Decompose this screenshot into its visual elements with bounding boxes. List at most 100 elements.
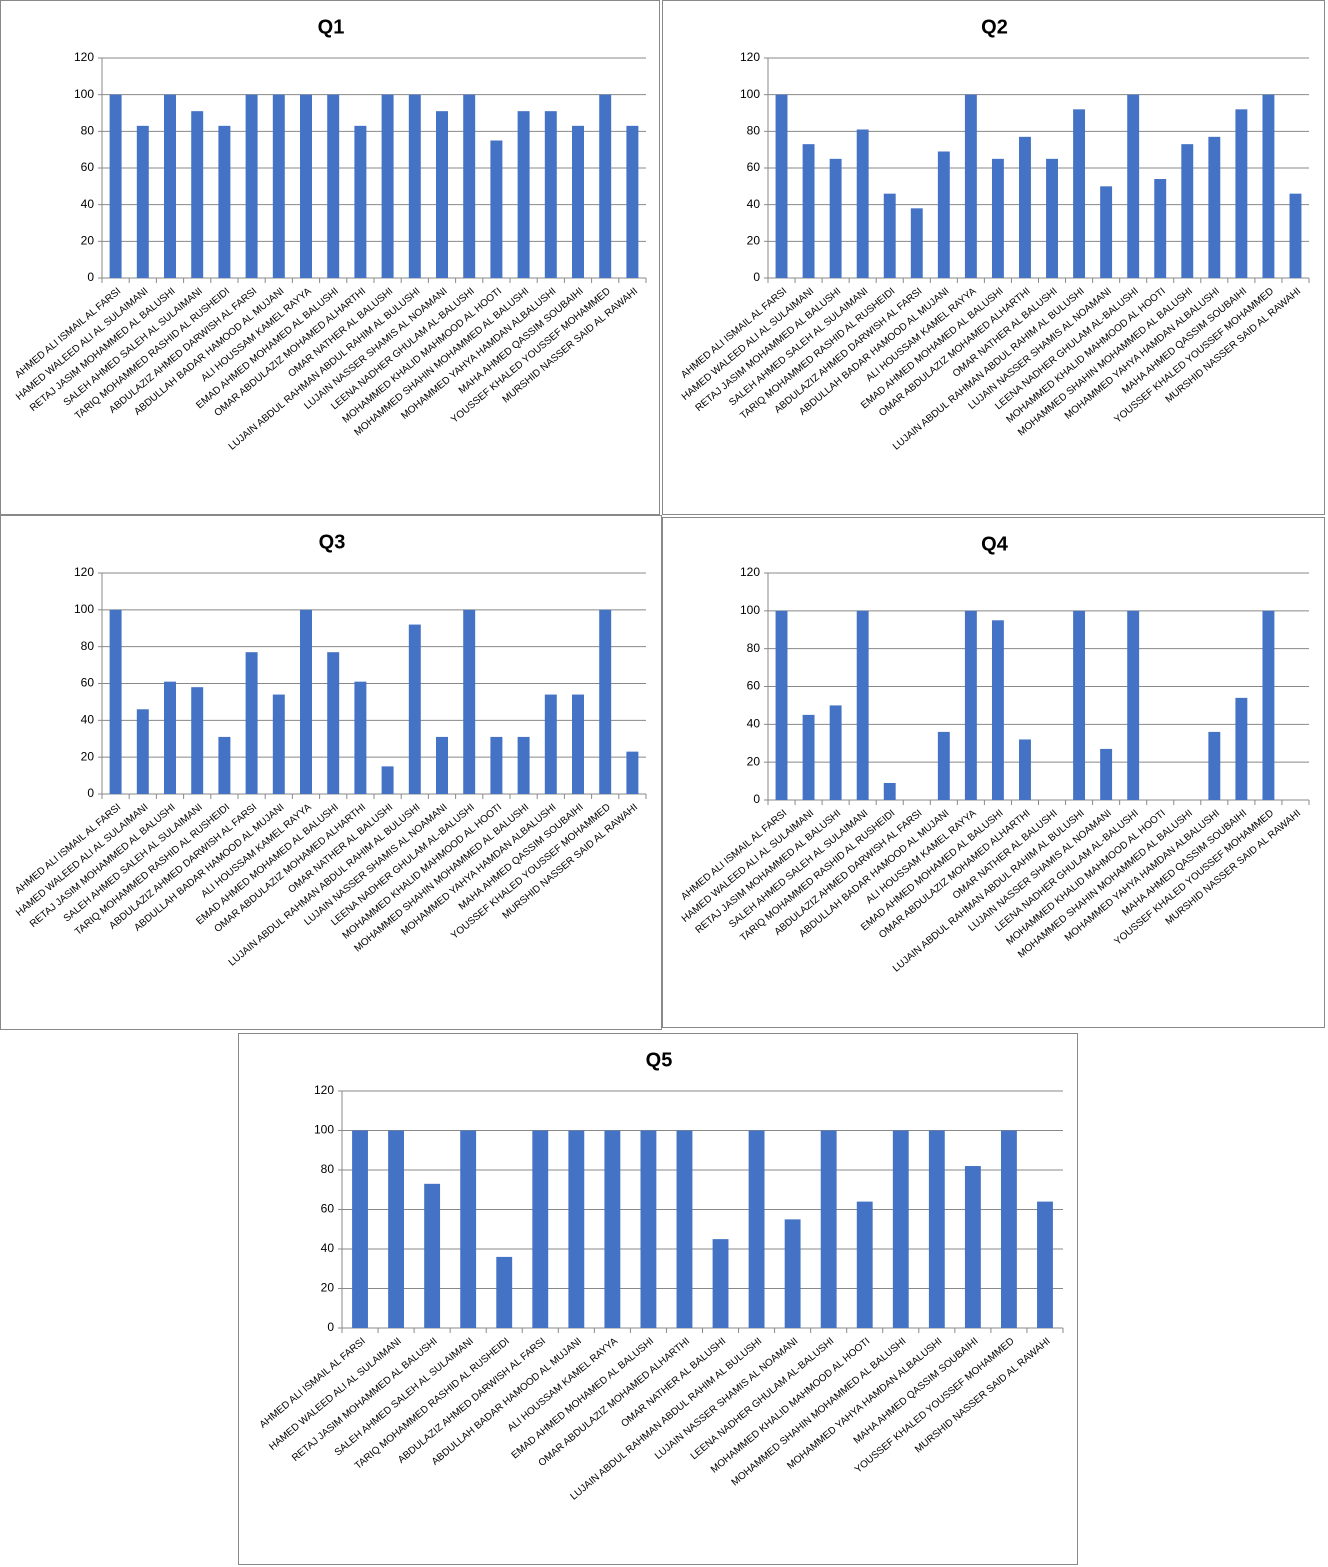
bar: [1208, 731, 1221, 800]
bar: [245, 652, 258, 794]
bar: [352, 1130, 368, 1328]
bar: [626, 751, 639, 794]
bar: [460, 1130, 477, 1328]
bar: [1235, 697, 1248, 800]
bar: [1046, 158, 1058, 278]
bar: [436, 111, 448, 279]
bar: [408, 94, 421, 279]
bar: [604, 1130, 621, 1328]
bar: [218, 736, 231, 794]
bar: [388, 1130, 405, 1328]
bar: [640, 1130, 657, 1328]
bar: [1262, 610, 1275, 800]
bar: [164, 681, 176, 794]
y-tick-label: 20: [747, 754, 761, 768]
bar: [829, 705, 842, 800]
bar: [517, 111, 530, 279]
chart-title: Q4: [981, 533, 1009, 555]
bar: [1262, 94, 1275, 279]
bar: [626, 125, 639, 278]
bar: [490, 140, 503, 278]
bar: [300, 94, 312, 279]
bar: [354, 681, 367, 794]
y-tick-label: 0: [753, 270, 760, 284]
bar: [802, 714, 815, 800]
y-tick-label: 0: [327, 1320, 334, 1334]
bar: [436, 736, 448, 794]
bar: [327, 94, 340, 279]
y-tick-label: 80: [321, 1162, 335, 1176]
y-tick-label: 80: [81, 639, 95, 653]
bar: [784, 1219, 801, 1328]
bar: [829, 158, 842, 278]
bar: [532, 1130, 549, 1328]
y-tick-label: 40: [747, 197, 761, 211]
bar: [490, 736, 503, 794]
bar: [381, 94, 394, 279]
bar: [424, 1183, 441, 1328]
bar: [327, 652, 340, 794]
bar: [991, 620, 1004, 800]
bar: [136, 709, 149, 794]
bar: [802, 144, 815, 278]
bar: [712, 1239, 729, 1328]
y-tick-label: 20: [81, 749, 95, 763]
y-tick-label: 100: [314, 1123, 334, 1137]
y-tick-label: 60: [747, 679, 761, 693]
bar: [676, 1130, 693, 1328]
bar: [300, 609, 312, 794]
bar: [191, 687, 204, 794]
bar: [1019, 739, 1031, 800]
bar: [964, 94, 977, 279]
bar: [272, 694, 285, 794]
y-tick-label: 60: [81, 160, 95, 174]
bar: [748, 1130, 765, 1328]
bar: [964, 1166, 981, 1328]
bar: [1127, 610, 1140, 800]
bar: [1073, 109, 1086, 278]
bar: [164, 94, 176, 279]
y-tick-label: 20: [81, 234, 95, 248]
bar: [408, 624, 421, 794]
bar: [599, 94, 612, 279]
bar: [820, 1130, 837, 1328]
bar: [1100, 748, 1113, 800]
y-tick-label: 80: [81, 124, 95, 138]
y-tick-label: 80: [747, 641, 761, 655]
y-tick-label: 120: [74, 565, 94, 579]
y-tick-label: 60: [321, 1202, 335, 1216]
y-tick-label: 100: [74, 602, 94, 616]
y-tick-label: 40: [81, 713, 95, 727]
y-tick-label: 40: [81, 197, 95, 211]
bar: [1127, 94, 1140, 279]
bar: [572, 125, 584, 278]
bar: [517, 736, 530, 794]
y-tick-label: 60: [747, 160, 761, 174]
bar: [354, 125, 367, 278]
y-tick-label: 0: [87, 786, 94, 800]
bar: [544, 694, 557, 794]
y-tick-label: 0: [87, 270, 94, 284]
bar: [883, 193, 896, 278]
bar: [937, 731, 950, 800]
bar: [1037, 1201, 1053, 1328]
bar: [599, 609, 612, 794]
y-tick-label: 40: [747, 717, 761, 731]
x-tick-label: MURSHID NASSER SAID AL RAWAHI: [913, 1336, 1052, 1456]
chart-title: Q3: [319, 531, 346, 553]
bar: [136, 125, 149, 278]
chart-title: Q2: [981, 16, 1008, 38]
chart-title: Q1: [318, 16, 345, 38]
bar: [191, 111, 204, 279]
bar: [1000, 1130, 1017, 1328]
bar: [572, 694, 584, 794]
bar: [856, 610, 869, 800]
bar: [272, 94, 285, 279]
bar: [892, 1130, 909, 1328]
